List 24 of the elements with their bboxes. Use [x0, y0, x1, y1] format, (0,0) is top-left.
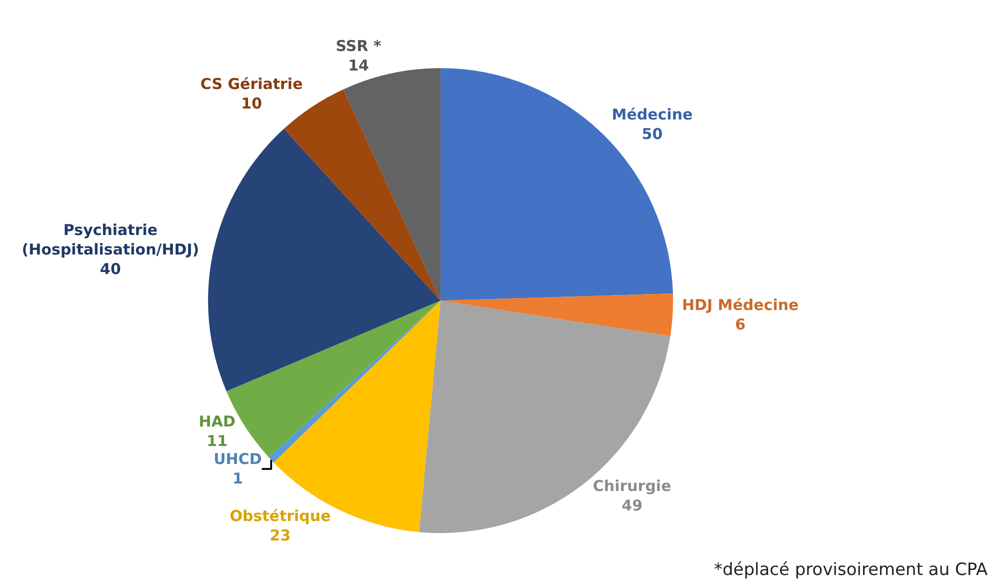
slice-label: Psychiatrie (Hospitalisation/HDJ) [22, 221, 200, 259]
slice-label: Médecine [612, 105, 693, 124]
data-label: 10 [241, 94, 262, 113]
data-label: 1 [232, 470, 243, 488]
text: *déplacé provisoirement au CPA [714, 560, 988, 580]
slice-label: UHCD [214, 450, 262, 468]
pie-slice [284, 89, 441, 301]
data-label: 14 [348, 56, 369, 74]
slice-label: HAD [198, 412, 236, 431]
data-label: 6 [735, 316, 746, 334]
pie-slice [419, 300, 670, 533]
slice-label: SSR * [336, 36, 382, 55]
slice-label: HDJ Médecine [682, 296, 799, 314]
slice-label: CS Gériatrie [200, 75, 303, 94]
pie-slice [268, 300, 441, 462]
data-label: 49 [622, 496, 642, 514]
data-label: 11 [206, 432, 228, 450]
slice-label: Obstétrique [230, 506, 331, 525]
data-label: 40 [100, 260, 121, 278]
pie-slice [440, 293, 674, 336]
data-label: 23 [270, 526, 291, 544]
slice-label: Chirurgie [592, 476, 672, 495]
data-label: 50 [642, 124, 663, 143]
pie-slice [208, 128, 441, 392]
